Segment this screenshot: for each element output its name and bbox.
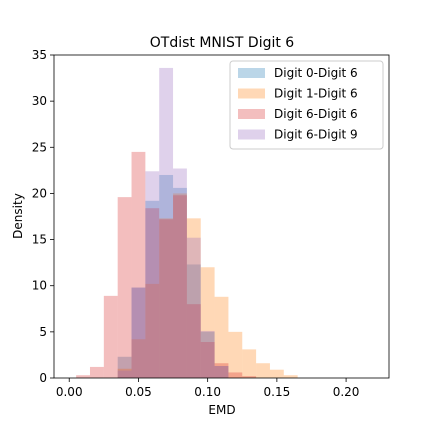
y-tick-label: 10	[32, 279, 47, 293]
legend-swatch	[238, 129, 265, 140]
histogram-bar	[89, 366, 104, 378]
histogram-bar	[159, 67, 174, 379]
x-axis-title: EMD	[208, 403, 235, 417]
histogram-bar	[173, 193, 187, 378]
histogram-bar	[256, 363, 270, 378]
histogram-bar	[186, 218, 201, 378]
y-tick-label: 15	[32, 233, 47, 247]
histogram-bar	[186, 264, 201, 378]
axes-frame	[53, 54, 390, 379]
series-2	[117, 193, 298, 378]
histogram-bar	[131, 151, 146, 378]
series-1	[117, 174, 229, 378]
histogram-bar	[159, 219, 174, 378]
legend-swatch	[238, 109, 265, 119]
histogram-bar	[173, 195, 187, 378]
histogram-bar	[117, 356, 132, 378]
histogram-bar	[131, 339, 146, 378]
histogram-bar	[283, 375, 298, 378]
x-tick-label: 0.05	[125, 385, 152, 399]
histogram-bar	[214, 366, 229, 378]
y-tick-label: 30	[32, 94, 47, 108]
histogram-bar	[117, 368, 132, 378]
series-3	[76, 151, 257, 378]
legend-label: Digit 1-Digit 6	[274, 87, 358, 101]
histogram-bar	[145, 171, 160, 378]
y-tick-label: 0	[39, 371, 47, 385]
y-axis-title: Density	[11, 193, 25, 239]
histogram-bar	[145, 200, 160, 378]
histogram-bar	[76, 375, 90, 378]
y-tick-label: 35	[32, 48, 47, 62]
x-tick-label: 0.20	[333, 385, 360, 399]
chart-title: OTdist MNIST Digit 6	[150, 35, 295, 51]
histogram-bar	[242, 349, 257, 378]
histogram-bar	[200, 331, 215, 378]
histogram-bar	[214, 363, 229, 378]
legend: Digit 0-Digit 6 Digit 1-Digit 6 Digit 6-Di…	[229, 60, 384, 150]
histogram-bar	[117, 197, 132, 378]
histogram-bar	[186, 237, 201, 378]
histogram-bar	[228, 372, 243, 378]
legend-swatch	[238, 88, 265, 99]
histogram-bar	[242, 376, 257, 378]
histogram-bar	[228, 331, 243, 378]
bars-layer	[76, 67, 298, 379]
y-axis-ticks: 0 5 10 15 20 25 30 35	[32, 48, 54, 385]
histogram-bar	[131, 287, 146, 378]
y-tick-label: 5	[39, 325, 47, 339]
legend-label: Digit 6-Digit 6	[274, 107, 358, 121]
legend-swatch	[238, 68, 265, 78]
histogram-bar	[159, 218, 174, 378]
histogram-bar	[173, 168, 187, 378]
histogram-bar	[214, 296, 229, 378]
y-tick-label: 20	[32, 186, 47, 200]
y-tick-label: 25	[32, 140, 47, 154]
x-tick-label: 0.10	[194, 385, 221, 399]
histogram-bar	[200, 267, 215, 378]
x-tick-label: 0.15	[264, 385, 291, 399]
histogram-bar	[159, 174, 174, 378]
histogram-bar	[214, 366, 229, 378]
histogram-bar	[200, 330, 215, 378]
x-tick-label: 0.00	[56, 385, 83, 399]
series-4	[117, 67, 229, 379]
legend-label: Digit 6-Digit 9	[274, 128, 358, 142]
legend-box	[229, 60, 384, 150]
histogram-bar	[173, 187, 187, 378]
histogram-bar	[117, 370, 132, 378]
x-axis-ticks: 0.00 0.05 0.10 0.15 0.20	[56, 378, 360, 399]
histogram-bar	[103, 295, 118, 378]
histogram-bar	[145, 208, 160, 378]
histogram-bar	[269, 369, 284, 378]
histogram-bar	[131, 287, 146, 378]
histogram-bar	[186, 304, 201, 378]
histogram-bar	[200, 342, 215, 378]
legend-label: Digit 0-Digit 6	[274, 66, 358, 80]
histogram-bar	[145, 283, 160, 378]
